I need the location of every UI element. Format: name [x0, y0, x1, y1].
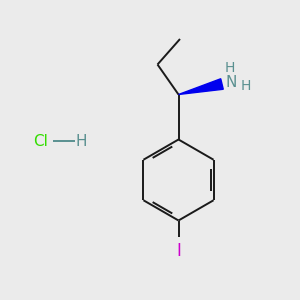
- Text: I: I: [176, 242, 181, 260]
- Text: Cl: Cl: [33, 134, 48, 148]
- Text: H: H: [224, 61, 235, 75]
- Text: H: H: [240, 79, 250, 93]
- Polygon shape: [178, 79, 223, 94]
- Text: H: H: [75, 134, 87, 148]
- Text: N: N: [225, 75, 237, 90]
